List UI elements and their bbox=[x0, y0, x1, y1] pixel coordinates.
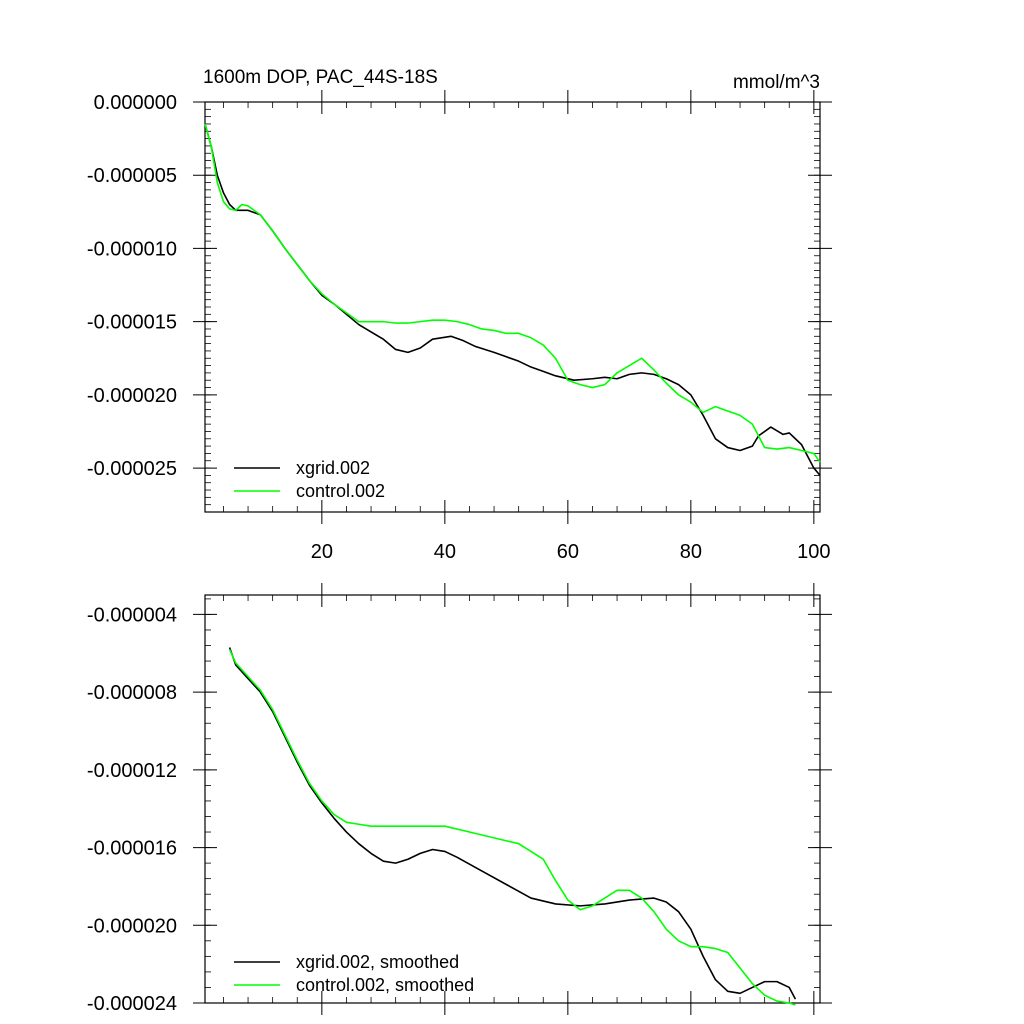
chart-title: 1600m DOP, PAC_44S-18S bbox=[203, 67, 438, 88]
x-tick-label: 80 bbox=[680, 541, 702, 563]
y-tick-label: -0.000010 bbox=[87, 238, 177, 260]
y-tick-label: -0.000025 bbox=[87, 458, 177, 480]
legend-label: xgrid.002, smoothed bbox=[296, 952, 459, 972]
y-tick-label: 0.000000 bbox=[94, 92, 177, 114]
top-panel: 20 40 60 80 100 0.000000 -0.000005 -0.000010 -0.… bbox=[87, 90, 832, 563]
x-tick-label: 100 bbox=[797, 541, 830, 563]
plot-frame bbox=[204, 594, 821, 1004]
legend-label: control.002 bbox=[296, 481, 385, 501]
plot-frame bbox=[204, 101, 821, 513]
y-tick-label: -0.000020 bbox=[87, 915, 177, 937]
y-tick-label: -0.000004 bbox=[87, 604, 177, 626]
y-tick-label: -0.000024 bbox=[87, 993, 177, 1015]
legend-label: control.002, smoothed bbox=[296, 975, 474, 995]
units-label: mmol/m^3 bbox=[733, 72, 820, 93]
y-tick-label: -0.000005 bbox=[87, 165, 177, 187]
x-tick-label: 60 bbox=[557, 541, 579, 563]
y-tick-label: -0.000008 bbox=[87, 682, 177, 704]
y-tick-label: -0.000020 bbox=[87, 385, 177, 407]
series-line-xgrid bbox=[204, 123, 821, 476]
bottom-panel: -0.000004 -0.000008 -0.000012 -0.000016 -0.0… bbox=[87, 583, 832, 1015]
series-line-xgrid bbox=[228, 647, 797, 1000]
y-tick-label: -0.000012 bbox=[87, 760, 177, 782]
x-tick-label: 40 bbox=[434, 541, 456, 563]
y-tick-label: -0.000016 bbox=[87, 838, 177, 860]
y-tick-label: -0.000015 bbox=[87, 312, 177, 334]
x-tick-label: 20 bbox=[311, 541, 333, 563]
series-line-control bbox=[204, 123, 821, 463]
series-line-control bbox=[228, 649, 796, 1006]
legend-label: xgrid.002 bbox=[296, 458, 370, 478]
